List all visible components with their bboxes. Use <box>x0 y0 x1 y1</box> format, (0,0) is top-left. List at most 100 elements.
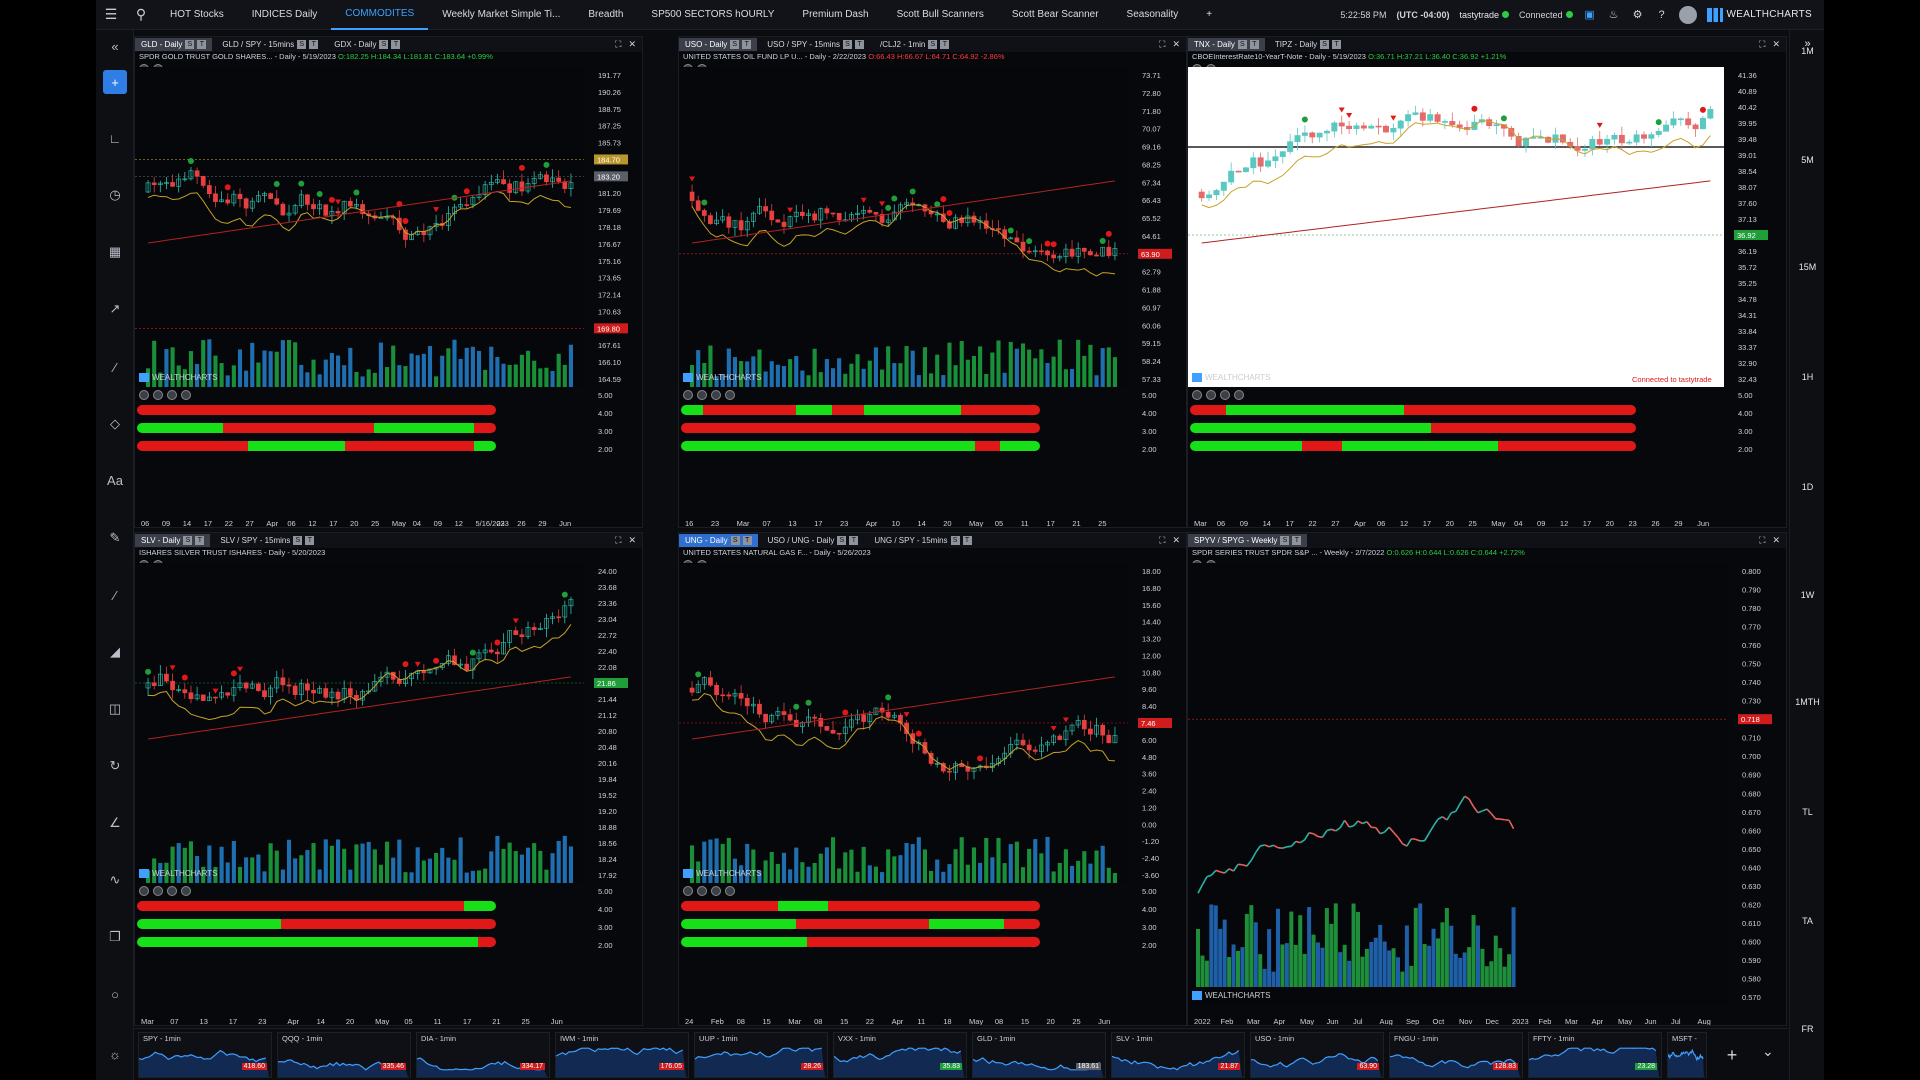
timeframe-ta[interactable]: TA <box>1802 916 1813 926</box>
brush-icon[interactable]: ∕ <box>113 587 117 603</box>
mini-chart[interactable]: USO - 1min 63.90 <box>1250 1032 1384 1078</box>
chart-panel-6[interactable]: SPYV / SPYG - Weekly S T ⛶ ✕ SPDR SERIES TRUS… <box>1187 532 1787 1026</box>
t-badge-icon[interactable]: T <box>309 40 319 49</box>
tab-5[interactable]: SP500 SECTORS hOURLY <box>651 9 775 20</box>
tab-1[interactable]: INDICES Daily <box>251 9 318 20</box>
timeframe-fr[interactable]: FR <box>1801 1024 1814 1034</box>
mini-chart[interactable]: QQQ - 1min 335.46 <box>277 1032 411 1078</box>
oscillator-tool-icon[interactable] <box>1220 390 1230 400</box>
timeframe-tl[interactable]: TL <box>1802 807 1813 817</box>
timeframe-1h[interactable]: 1H <box>1801 372 1814 382</box>
chart-panel-5[interactable]: UNG - Daily S T USO / UNG - Daily S T UNG / SP… <box>678 532 1187 1026</box>
maximize-icon[interactable]: ⛶ <box>1759 535 1766 545</box>
tab-7[interactable]: Scott Bull Scanners <box>896 9 984 20</box>
oscillator-tool-icon[interactable] <box>167 886 177 896</box>
tab-2[interactable]: COMMODITES <box>331 0 429 30</box>
avatar[interactable] <box>1678 5 1697 24</box>
t-badge-icon[interactable]: T <box>1249 40 1259 49</box>
oscillator-tool-icon[interactable] <box>1206 390 1216 400</box>
chart-panel-4[interactable]: SLV - Daily S T SLV / SPY - 15mins S T ⛶ ✕ ISHAR… <box>134 532 643 1026</box>
add-mini-chart-button[interactable]: + <box>1726 1044 1738 1065</box>
t-badge-icon[interactable]: T <box>1292 536 1302 545</box>
close-icon[interactable]: ✕ <box>1772 39 1780 49</box>
menu-icon[interactable]: ☰ <box>104 6 118 22</box>
close-icon[interactable]: ✕ <box>628 39 636 49</box>
panel-tab[interactable]: GDX - Daily S T <box>328 38 406 51</box>
ruler-icon[interactable]: ◢ <box>110 644 120 659</box>
s-badge-icon[interactable]: S <box>183 536 193 545</box>
t-badge-icon[interactable]: T <box>855 40 864 49</box>
oscillator-tool-icon[interactable] <box>683 886 693 896</box>
chart-svg[interactable]: 41.36 40.89 40.42 39.95 39.48 39.01 38.54 38.07… <box>1188 52 1787 528</box>
mini-chart[interactable]: GLD - 1min 183.61 <box>972 1032 1106 1078</box>
oscillator-tool-icon[interactable] <box>139 886 149 896</box>
maximize-icon[interactable]: ⛶ <box>1159 39 1166 49</box>
t-badge-icon[interactable]: T <box>1332 40 1342 49</box>
mini-chart[interactable]: IWM - 1min 176.05 <box>555 1032 689 1078</box>
s-badge-icon[interactable]: S <box>928 40 938 49</box>
close-icon[interactable]: ✕ <box>628 535 636 545</box>
chart-panel-3[interactable]: TNX - Daily S T TIPZ - Daily S T ⛶ ✕ CBOEInteres… <box>1187 36 1787 528</box>
t-badge-icon[interactable]: T <box>197 40 207 49</box>
tab-0[interactable]: HOT Stocks <box>170 9 224 20</box>
oscillator-tool-icon[interactable] <box>153 390 163 400</box>
timeframe-1d[interactable]: 1D <box>1801 482 1814 492</box>
t-badge-icon[interactable]: T <box>391 40 401 49</box>
panel-tab[interactable]: TNX - Daily S T <box>1188 38 1265 51</box>
wave-icon[interactable]: ∿ <box>109 872 121 887</box>
timeframe-1m[interactable]: 1M <box>1801 46 1814 56</box>
trend-icon[interactable]: ↗ <box>109 301 121 316</box>
panel-tab[interactable]: SLV - Daily S T <box>135 534 211 547</box>
oscillator-tool-icon[interactable] <box>139 390 149 400</box>
mini-chart[interactable]: DIA - 1min 334.17 <box>416 1032 550 1078</box>
t-badge-icon[interactable]: T <box>962 536 972 545</box>
close-icon[interactable]: ✕ <box>1172 535 1180 545</box>
chart-svg[interactable]: 24.0023.6823.3623.0422.7222.4022.0821.76… <box>135 548 643 1026</box>
panel-tab[interactable]: SPYV / SPYG - Weekly S T <box>1188 534 1308 547</box>
panel-tab[interactable]: USO / UNG - Daily S T <box>762 534 865 547</box>
s-badge-icon[interactable]: S <box>837 536 847 545</box>
oscillator-tool-icon[interactable] <box>725 886 735 896</box>
oscillator-tool-icon[interactable] <box>181 390 191 400</box>
tab-9[interactable]: Seasonality <box>1126 9 1179 20</box>
panel-tab[interactable]: UNG / SPY - 15mins S T <box>868 534 977 547</box>
maximize-icon[interactable]: ⛶ <box>1159 535 1166 545</box>
mini-chart[interactable]: VXX - 1min 35.83 <box>833 1032 967 1078</box>
tab-6[interactable]: Premium Dash <box>802 9 869 20</box>
oscillator-tool-icon[interactable] <box>153 886 163 896</box>
panel-tab[interactable]: TIPZ - Daily S T <box>1269 38 1347 51</box>
gear-icon[interactable]: ⚙ <box>1632 9 1643 21</box>
chevron-down-icon[interactable]: ⌄ <box>1762 1043 1774 1059</box>
chart-type-icon[interactable]: ∟ <box>108 130 122 146</box>
s-badge-icon[interactable]: S <box>1237 40 1247 49</box>
oscillator-tool-icon[interactable] <box>711 390 721 400</box>
mini-chart[interactable]: FNGU - 1min 128.83 <box>1389 1032 1523 1078</box>
panel-tab[interactable]: SLV / SPY - 15mins S T <box>214 534 320 547</box>
tab-4[interactable]: Breadth <box>588 9 624 20</box>
chart-svg[interactable]: 73.71 72.80 71.80 70.07 69.16 68.25 67.34 66.43… <box>679 52 1187 528</box>
t-badge-icon[interactable]: T <box>305 536 315 545</box>
oscillator-tool-icon[interactable] <box>1192 390 1202 400</box>
tab-3[interactable]: Weekly Market Simple Ti... <box>442 9 561 20</box>
s-badge-icon[interactable]: S <box>730 536 740 545</box>
oscillator-tool-icon[interactable] <box>167 390 177 400</box>
timeframe-5m[interactable]: 5M <box>1801 155 1814 165</box>
close-icon[interactable]: ✕ <box>1172 39 1180 49</box>
bell-icon[interactable]: ♨ <box>1608 9 1619 21</box>
oscillator-tool-icon[interactable] <box>683 390 693 400</box>
save-icon[interactable]: ▣ <box>1584 9 1595 21</box>
timeframe-15m[interactable]: 15M <box>1798 262 1817 272</box>
chart-panel-1[interactable]: GLD - Daily S T GLD / SPY - 15mins S T GDX - D… <box>134 36 643 528</box>
oscillator-tool-icon[interactable] <box>1234 390 1244 400</box>
mini-chart[interactable]: FFTY - 1min 23.28 <box>1528 1032 1662 1078</box>
pencil-icon[interactable]: ✎ <box>109 530 121 545</box>
s-badge-icon[interactable]: S <box>185 40 195 49</box>
broker-status[interactable]: tastytrade <box>1459 10 1509 20</box>
line-tool-icon[interactable]: ⁄ <box>113 359 117 375</box>
mini-chart[interactable]: UUP - 1min 28.26 <box>694 1032 828 1078</box>
clock-icon[interactable]: ◷ <box>109 187 121 202</box>
mini-chart[interactable]: SPY - 1min 418.60 <box>138 1032 272 1078</box>
chart-panel-2[interactable]: USO - Daily S T USO / SPY - 15mins S T/CLJ2 -… <box>678 36 1187 528</box>
maximize-icon[interactable]: ⛶ <box>615 535 622 545</box>
oscillator-tool-icon[interactable] <box>697 390 707 400</box>
